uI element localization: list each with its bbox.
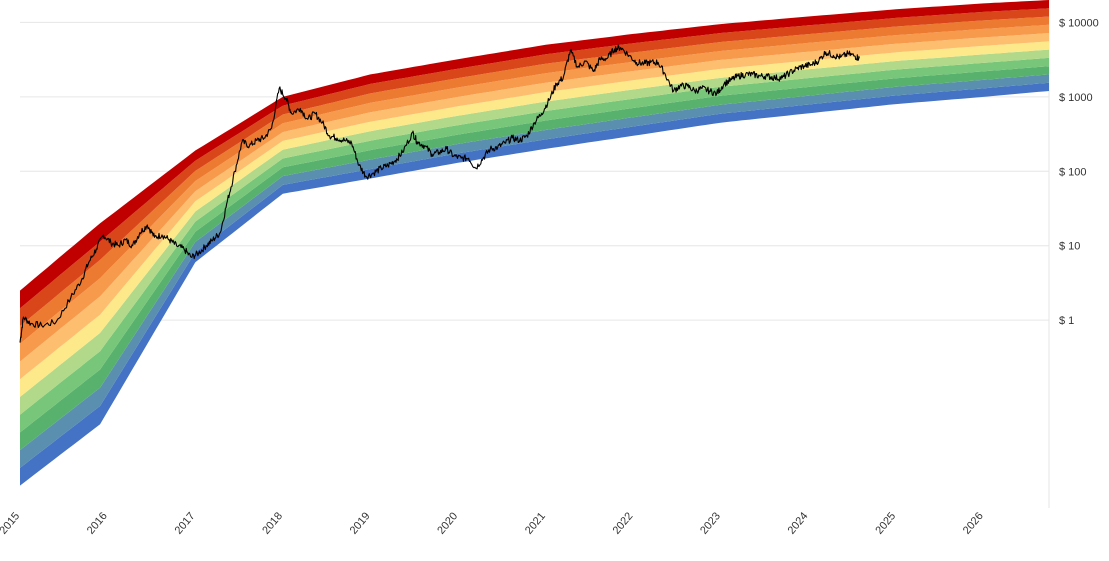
price-series-0: [19, 44, 860, 343]
x-axis: 2015 2016 2017 2018 2019 2020 2021 2022 2023 2024…: [0, 510, 986, 537]
y-tick-label: $ 1: [1059, 315, 1074, 327]
x-tick-label: 2015: [0, 510, 22, 536]
x-tick-label: 2020: [435, 510, 460, 536]
y-tick-label: $ 10: [1059, 241, 1080, 253]
y-axis: $ 10000 $ 1000 $ 100 $ 10 $ 1: [1059, 17, 1099, 327]
x-tick-label: 2016: [85, 510, 110, 536]
price-line: [19, 44, 860, 343]
x-tick-label: 2023: [698, 510, 723, 536]
x-tick-label: 2021: [523, 510, 548, 536]
x-tick-label: 2018: [260, 510, 285, 536]
y-tick-label: $ 1000: [1059, 92, 1093, 104]
x-tick-label: 2024: [786, 510, 811, 536]
y-tick-label: $ 100: [1059, 166, 1087, 178]
x-tick-label: 2022: [611, 510, 636, 536]
x-tick-label: 2017: [173, 510, 198, 536]
x-tick-label: 2025: [873, 510, 898, 536]
x-tick-label: 2026: [961, 510, 986, 536]
x-tick-label: 2019: [348, 510, 373, 536]
y-tick-label: $ 10000: [1059, 17, 1099, 29]
